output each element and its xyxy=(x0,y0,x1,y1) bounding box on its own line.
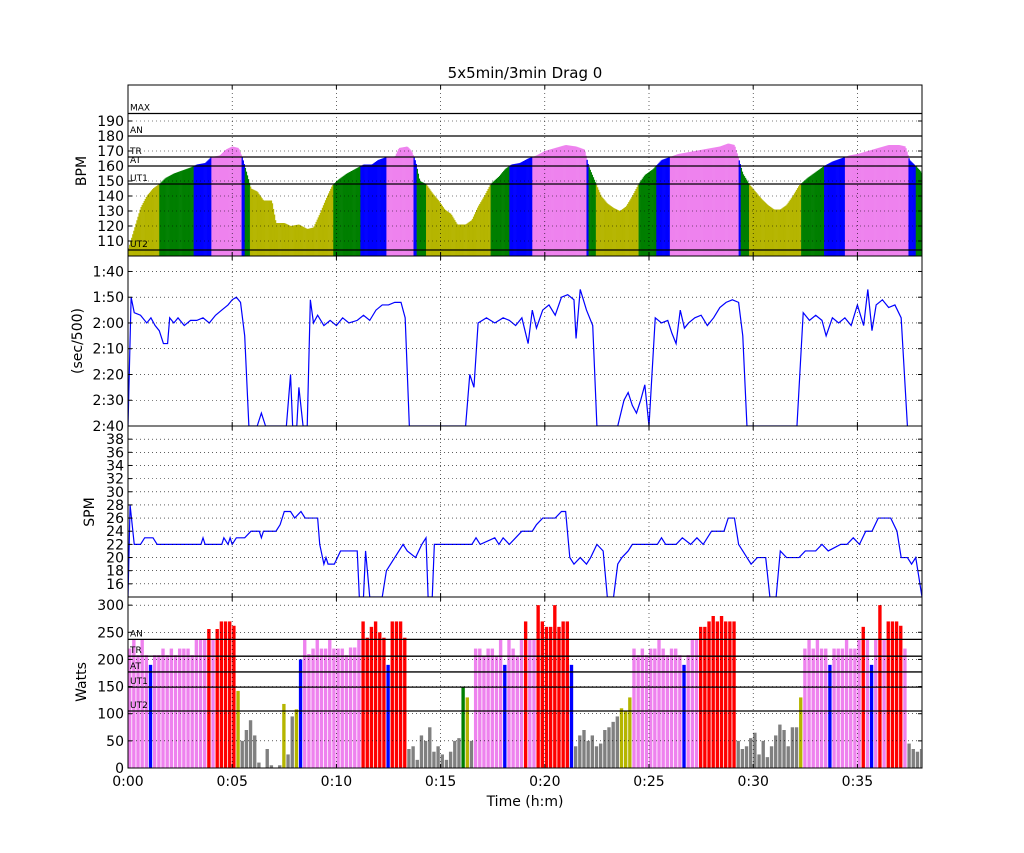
y-tick-label: 250 xyxy=(97,625,124,641)
y-tick-label: 170 xyxy=(97,144,124,160)
y-tick-label: 2:40 xyxy=(93,419,124,435)
y-tick-label: 200 xyxy=(97,652,124,668)
zone-label-an: AN xyxy=(130,629,143,639)
chart-title: 5x5min/3min Drag 0 xyxy=(448,64,603,82)
axes-frame xyxy=(127,425,923,598)
y-tick-label: 38 xyxy=(106,432,124,448)
y-axis-label-bpm: BPM xyxy=(74,156,90,186)
y-tick-label: 34 xyxy=(106,458,124,474)
y-tick-label: 1:40 xyxy=(93,264,124,280)
zone-label-ut1: UT1 xyxy=(130,677,148,687)
zone-label-at: AT xyxy=(130,662,141,672)
pace-panel: 1:40 1:50 2:00 2:10 2:20 2:30 2:40 xyxy=(93,255,923,435)
y-tick-label: 160 xyxy=(97,159,124,175)
x-tick-label: 0:30 xyxy=(737,774,768,790)
y-tick-label: 2:00 xyxy=(93,316,124,332)
y-tick-label: 140 xyxy=(97,189,124,205)
y-tick-label: 190 xyxy=(97,114,124,130)
y-tick-label: 28 xyxy=(106,498,124,514)
x-tick-label: 0:10 xyxy=(321,774,352,790)
y-tick-label: 50 xyxy=(106,734,124,750)
y-tick-label: 36 xyxy=(106,445,124,461)
y-tick-label: 30 xyxy=(106,485,124,501)
x-tick-label: 0:20 xyxy=(529,774,560,790)
y-tick-label: 24 xyxy=(106,524,124,540)
y-tick-label: 180 xyxy=(97,129,124,145)
y-tick-label: 2:30 xyxy=(93,393,124,409)
zone-label-ut2: UT2 xyxy=(130,240,148,250)
y-tick-label: 130 xyxy=(97,204,124,220)
x-tick-label: 0:15 xyxy=(425,774,456,790)
power-panel: AN TR AT UT1 UT2 0 50 100 150 200 250 300 xyxy=(97,596,923,777)
zone-label-tr: TR xyxy=(129,646,142,656)
y-tick-label: 32 xyxy=(106,472,124,488)
y-tick-label: 100 xyxy=(97,707,124,723)
x-axis-label: Time (h:m) xyxy=(486,794,564,810)
x-tick-label: 0:05 xyxy=(216,774,247,790)
y-axis-label-spm: SPM xyxy=(82,497,98,526)
grid-lines xyxy=(128,426,922,597)
y-tick-label: 150 xyxy=(97,680,124,696)
y-tick-label: 110 xyxy=(97,234,124,250)
y-axis-label-pace: (sec/500) xyxy=(70,308,86,374)
time-axis: 0:00 0:05 0:10 0:15 0:20 0:25 0:30 0:35 xyxy=(112,774,873,790)
x-tick-label: 0:25 xyxy=(633,774,664,790)
y-tick-label: 120 xyxy=(97,219,124,235)
zone-label-ut1: UT1 xyxy=(130,174,148,184)
y-tick-label: 0 xyxy=(115,761,124,777)
y-tick-label: 150 xyxy=(97,174,124,190)
y-axis-label-watts: Watts xyxy=(74,662,90,702)
zone-label-tr: TR xyxy=(129,147,142,157)
y-tick-label: 2:10 xyxy=(93,342,124,358)
y-tick-label: 22 xyxy=(106,537,124,553)
x-tick-label: 0:00 xyxy=(112,774,143,790)
zone-label-ut2: UT2 xyxy=(130,701,148,711)
y-tick-label: 26 xyxy=(106,511,124,527)
axes-frame xyxy=(127,596,923,769)
zone-label-an: AN xyxy=(130,126,143,136)
y-tick-label: 300 xyxy=(97,598,124,614)
zone-label-at: AT xyxy=(130,156,141,166)
x-tick-label: 0:35 xyxy=(842,774,873,790)
zone-label-max: MAX xyxy=(130,104,150,114)
y-tick-label: 2:20 xyxy=(93,367,124,383)
y-tick-label: 20 xyxy=(106,551,124,567)
y-tick-label: 18 xyxy=(106,564,124,580)
y-tick-label: 1:50 xyxy=(93,290,124,306)
y-tick-label: 16 xyxy=(106,577,124,593)
